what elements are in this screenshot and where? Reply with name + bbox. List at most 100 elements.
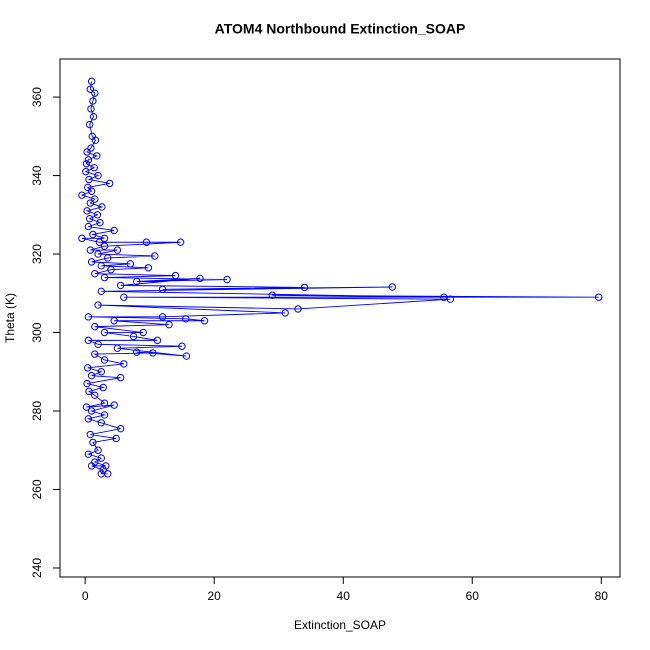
data-point xyxy=(182,315,190,323)
data-point xyxy=(104,254,112,262)
data-point xyxy=(84,336,93,345)
data-point xyxy=(87,258,96,266)
data-point xyxy=(85,387,93,396)
data-point xyxy=(86,199,95,207)
data-point xyxy=(94,301,102,309)
data-point xyxy=(100,242,109,250)
data-point xyxy=(86,246,95,254)
data-point xyxy=(86,430,95,439)
y-tick-label: 340 xyxy=(30,165,44,185)
data-point xyxy=(110,226,118,235)
data-point xyxy=(113,246,122,254)
data-point xyxy=(91,136,100,144)
data-point xyxy=(100,399,109,407)
data-point xyxy=(595,293,603,301)
data-point xyxy=(144,264,153,272)
data-point xyxy=(100,356,109,364)
data-point xyxy=(281,309,289,317)
x-tick-label: 20 xyxy=(208,589,222,603)
data-point xyxy=(84,450,93,458)
data-point xyxy=(94,340,102,348)
data-point xyxy=(91,89,99,97)
data-point xyxy=(87,371,96,380)
data-point xyxy=(120,360,128,368)
data-point xyxy=(116,424,125,433)
data-point xyxy=(97,287,105,296)
data-point xyxy=(87,462,96,470)
data-point xyxy=(82,160,91,168)
data-point xyxy=(158,313,167,321)
y-tick-label: 360 xyxy=(30,87,44,107)
data-point xyxy=(100,234,109,243)
data-point xyxy=(153,336,162,345)
data-point xyxy=(300,283,309,292)
data-point xyxy=(182,352,191,360)
data-point xyxy=(87,105,95,113)
data-point xyxy=(151,252,159,260)
data-point xyxy=(94,446,102,454)
data-point xyxy=(142,238,151,246)
data-point xyxy=(149,349,157,357)
y-tick-label: 300 xyxy=(30,322,44,342)
data-point xyxy=(176,238,185,246)
data-point xyxy=(84,364,92,372)
data-point xyxy=(91,322,99,331)
data-point xyxy=(110,317,118,325)
data-point xyxy=(178,342,186,350)
data-point xyxy=(89,97,97,105)
data-point xyxy=(78,234,86,243)
data-point xyxy=(90,164,98,172)
data-point xyxy=(84,156,93,164)
data-point xyxy=(87,144,95,152)
data-point xyxy=(91,269,99,278)
data-point xyxy=(94,250,102,258)
y-tick-label: 240 xyxy=(30,558,44,578)
data-point xyxy=(87,187,96,195)
data-point xyxy=(91,195,99,203)
data-point xyxy=(97,368,105,376)
data-point xyxy=(83,148,91,156)
data-point xyxy=(171,271,180,280)
data-point xyxy=(89,112,98,121)
data-point xyxy=(93,152,101,160)
data-point xyxy=(87,407,96,415)
x-tick-label: 60 xyxy=(466,589,480,603)
y-tick-label: 260 xyxy=(30,479,44,499)
data-point xyxy=(110,401,118,409)
data-point xyxy=(200,317,209,325)
data-point xyxy=(85,175,93,184)
x-tick-label: 40 xyxy=(337,589,351,603)
data-point xyxy=(100,273,109,282)
data-point xyxy=(84,415,93,423)
data-point xyxy=(440,293,448,301)
y-axis-label: Theta (K) xyxy=(3,293,17,343)
data-point xyxy=(102,462,110,470)
data-point xyxy=(91,391,99,400)
data-point xyxy=(99,383,107,392)
data-point xyxy=(97,262,105,270)
data-point xyxy=(86,85,95,93)
data-point xyxy=(83,207,91,215)
data-point xyxy=(97,454,105,462)
data-point xyxy=(84,313,93,321)
data-point xyxy=(112,434,120,443)
y-tick-label: 280 xyxy=(30,401,44,421)
data-point xyxy=(98,203,106,211)
data-point xyxy=(83,379,91,388)
data-point xyxy=(85,120,94,129)
data-point xyxy=(294,305,302,313)
y-tick-label: 320 xyxy=(30,244,44,264)
data-point xyxy=(139,328,147,337)
data-point xyxy=(223,275,231,284)
data-point xyxy=(87,77,96,86)
data-point xyxy=(100,411,109,419)
data-point xyxy=(104,470,112,478)
data-point xyxy=(94,171,102,180)
data-point xyxy=(85,215,94,223)
data-line xyxy=(80,81,599,475)
data-point xyxy=(133,277,141,286)
data-point xyxy=(97,419,105,427)
chart-title: ATOM4 Northbound Extinction_SOAP xyxy=(215,21,466,37)
data-point xyxy=(116,373,125,382)
